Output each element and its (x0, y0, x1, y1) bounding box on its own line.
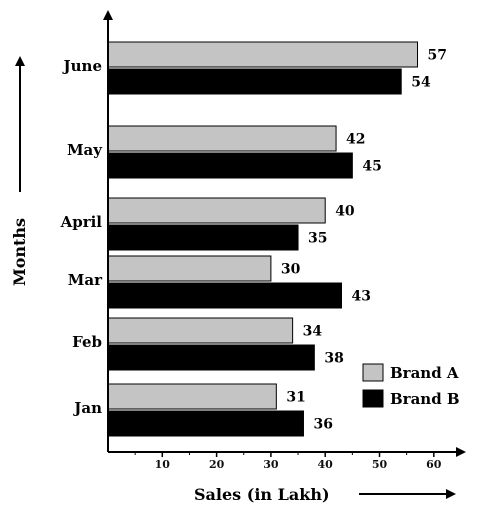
bar-brand-b-feb (107, 344, 315, 371)
legend-label: Brand B (390, 390, 460, 408)
bars-layer (107, 41, 419, 437)
legend-swatch-brand-a (362, 363, 384, 382)
bar-brand-b-may (107, 152, 353, 179)
bar-brand-a-feb (107, 317, 294, 344)
x-tick-label: 20 (209, 458, 225, 471)
bar-brand-a-may (107, 125, 337, 152)
data-label: 45 (362, 159, 381, 175)
data-label: 42 (346, 132, 365, 148)
data-label: 40 (335, 204, 355, 220)
axes-layer: 10 20 30 40 50 60 (15, 10, 466, 499)
data-label: 57 (428, 48, 447, 64)
legend: Brand A Brand B (362, 363, 460, 408)
data-label: 31 (286, 390, 305, 406)
data-label: 34 (303, 324, 323, 340)
data-label: 54 (411, 75, 431, 91)
category-label: Jan (72, 399, 102, 417)
bar-brand-a-jan (107, 383, 277, 410)
category-label: June (62, 57, 102, 75)
bar-brand-a-mar (107, 255, 272, 282)
bar-brand-a-june (107, 41, 419, 68)
legend-label: Brand A (390, 364, 459, 382)
category-label: May (67, 141, 103, 159)
category-label: Feb (72, 333, 102, 351)
legend-swatch-brand-b (362, 389, 384, 408)
x-tick-label: 10 (155, 458, 171, 471)
data-label: 35 (308, 231, 327, 247)
axis-titles: Sales (in Lakh) Months (10, 218, 330, 504)
data-label: 38 (324, 351, 343, 367)
bar-brand-b-jan (107, 410, 304, 437)
x-tick-label: 60 (426, 458, 442, 471)
x-tick-label: 30 (263, 458, 279, 471)
data-label: 36 (313, 417, 332, 433)
data-label: 30 (281, 262, 301, 278)
bar-brand-a-april (107, 197, 326, 224)
category-label: Mar (68, 271, 103, 289)
x-axis-title: Sales (in Lakh) (194, 485, 330, 504)
x-tick-label: 40 (318, 458, 334, 471)
data-label: 43 (351, 289, 370, 305)
category-label: April (60, 213, 103, 231)
bar-brand-b-april (107, 224, 299, 251)
bar-brand-b-mar (107, 282, 342, 309)
y-axis-title: Months (10, 218, 29, 286)
bar-brand-b-june (107, 68, 402, 95)
x-tick-label: 50 (372, 458, 388, 471)
